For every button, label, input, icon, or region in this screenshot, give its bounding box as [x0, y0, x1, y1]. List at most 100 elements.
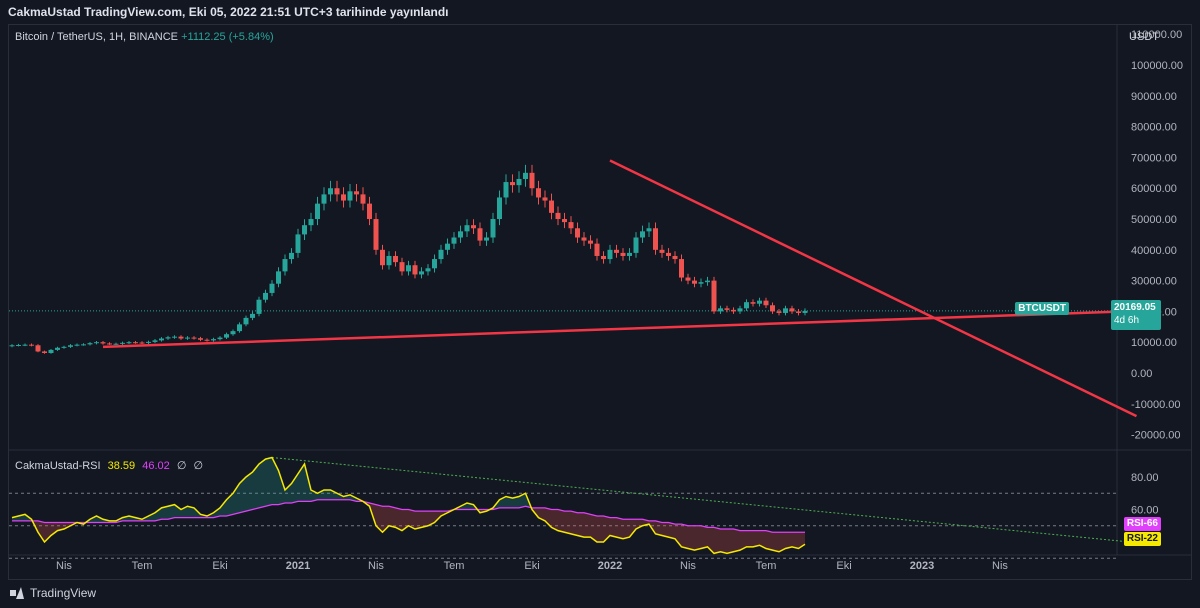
rsi-fill	[558, 509, 565, 533]
price-change: +1112.25 (+5.84%)	[181, 31, 274, 43]
rsi-fill	[551, 509, 558, 531]
candle	[230, 331, 236, 335]
candle	[328, 188, 333, 195]
rsi-fill	[655, 520, 662, 536]
rsi-fill	[727, 529, 734, 554]
rsi-fill	[220, 499, 227, 516]
candle	[9, 345, 15, 347]
candle	[81, 344, 86, 346]
candle	[484, 237, 489, 241]
candle	[256, 299, 262, 314]
footer: TradingView	[0, 580, 1200, 608]
rsi-fill	[766, 530, 773, 551]
x-tick-label: Eki	[524, 560, 539, 572]
y-tick-label: 40000.00	[1131, 245, 1177, 257]
candle	[172, 336, 177, 338]
rsi-tick-label: 80.00	[1131, 472, 1159, 484]
x-tick-label: Eki	[212, 560, 227, 572]
rsi-fill	[746, 530, 753, 547]
candle	[477, 228, 483, 241]
candle	[126, 342, 132, 344]
rsi-fill	[675, 524, 682, 547]
candle	[451, 237, 457, 244]
x-tick-label: Tem	[444, 560, 465, 572]
chart-canvas[interactable]: 110000.00 100000.00 90000.00 80000.00 70000.…	[9, 25, 1191, 579]
candle	[445, 243, 450, 250]
rsi-fill	[389, 506, 396, 528]
rsi-fill	[434, 511, 441, 523]
rsi-fill	[57, 522, 64, 531]
candle	[42, 351, 47, 353]
rsi-fill	[512, 496, 519, 508]
candle	[432, 259, 437, 269]
rsi-fill	[701, 525, 708, 549]
chart-panel[interactable]: 110000.00 100000.00 90000.00 80000.00 70000.…	[8, 24, 1192, 580]
tradingview-logo[interactable]: TradingView	[10, 586, 96, 600]
rsi-fill	[376, 504, 383, 533]
x-tick-label: 2023	[910, 560, 934, 572]
candle	[666, 252, 671, 256]
candle	[22, 344, 28, 346]
rsi-fill	[168, 504, 175, 520]
x-tick-label: 2022	[598, 560, 622, 572]
candle	[386, 255, 392, 266]
candle	[289, 252, 294, 260]
candle	[562, 219, 567, 223]
candle	[588, 240, 593, 244]
rsi-lower-tag: RSI-22	[1123, 532, 1161, 546]
rsi-fill	[623, 519, 630, 539]
rsi-fill	[421, 511, 428, 528]
candle	[731, 309, 736, 312]
candle	[146, 341, 151, 343]
rsi-fill	[213, 507, 220, 518]
candle	[120, 342, 125, 344]
candle	[711, 280, 717, 312]
candle	[16, 344, 21, 346]
candle	[55, 347, 60, 350]
x-tick-label: Nis	[992, 560, 1008, 572]
currency-label: USDT	[1129, 31, 1159, 43]
rsi-fill	[616, 517, 623, 539]
tradingview-brand: TradingView	[30, 586, 97, 600]
last-price-tag: 20169.05 4d 6h	[1111, 300, 1161, 330]
tradingview-logo-icon	[10, 587, 24, 599]
y-tick-label: 110000.00	[1131, 29, 1182, 41]
candle	[705, 280, 710, 283]
rsi-fill	[668, 522, 675, 539]
rsi-line	[11, 456, 806, 555]
candle	[763, 300, 769, 306]
rsi-extra-2: ∅	[193, 460, 204, 472]
candle	[737, 308, 743, 312]
rsi-fill	[174, 504, 181, 518]
rsi-fill	[733, 529, 740, 552]
y-tick-label: 30000.00	[1131, 276, 1177, 288]
x-tick-label: Nis	[56, 560, 72, 572]
main-legend[interactable]: Bitcoin / TetherUS, 1H, BINANCE +1112.25…	[15, 31, 274, 43]
candle	[198, 338, 203, 340]
y-tick-label: -20000.00	[1131, 430, 1181, 442]
candle	[698, 282, 704, 284]
candle	[685, 277, 691, 281]
candle	[542, 197, 548, 201]
rsi-fill	[252, 464, 259, 510]
rsi-name: CakmaUstad-RSI	[15, 460, 101, 472]
candle	[750, 302, 756, 304]
candle	[471, 225, 476, 229]
candle	[113, 343, 119, 345]
candle	[406, 265, 411, 272]
rsi-fill	[506, 496, 513, 508]
candle	[380, 249, 385, 266]
y-tick-label: 90000.00	[1131, 91, 1177, 103]
candle	[94, 342, 99, 344]
rsi-legend[interactable]: CakmaUstad-RSI 38.59 46.02 ∅ ∅	[15, 459, 203, 472]
y-tick-label: 10000.00	[1131, 337, 1177, 349]
candle	[802, 310, 808, 313]
candle	[549, 200, 554, 213]
symbol-label: Bitcoin / TetherUS, 1H, BINANCE	[15, 31, 179, 43]
candle	[29, 344, 34, 346]
rsi-fill	[707, 527, 714, 554]
candle	[276, 271, 281, 284]
x-tick-label: Nis	[368, 560, 384, 572]
candle	[250, 313, 255, 318]
candle	[354, 191, 359, 195]
